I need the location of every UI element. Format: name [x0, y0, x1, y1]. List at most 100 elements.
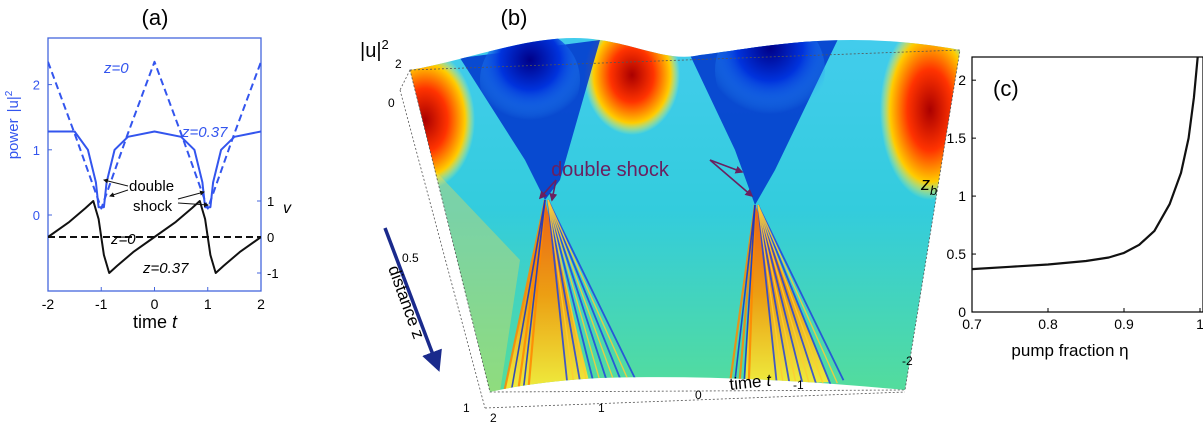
- panel-a-shock-arrow-left-2: [109, 189, 129, 198]
- oscillation-stripe: [757, 204, 813, 393]
- panel-a-xtick-label: 1: [204, 296, 212, 312]
- panel-b-tick-t-neg1: -1: [793, 378, 804, 392]
- oscillation-stripe: [547, 199, 607, 393]
- panel-a-xtick-label: -1: [95, 296, 108, 312]
- oscillation-stripe: [757, 204, 838, 384]
- panel-c-label: (c): [993, 76, 1019, 101]
- oscillation-stripe: [757, 204, 807, 393]
- panel-a-xlabel: time t: [133, 312, 178, 332]
- panel-a-y2tick-label: 0: [267, 230, 274, 245]
- oscillation-stripe: [757, 204, 786, 393]
- panel-a-annotation-z037-bottom: z=0.37: [142, 260, 189, 277]
- hot-region: [584, 37, 680, 135]
- panel-a-ylabel-v: v: [283, 200, 292, 217]
- oscillation-stripe: [547, 199, 578, 393]
- panel-b-tick-power-2: 2: [395, 57, 402, 71]
- panel-a-ytick-label: 0: [33, 208, 40, 223]
- panel-b-surface: [410, 37, 960, 393]
- warm-fan: [505, 200, 590, 390]
- panel-b-shock-arrow-3: [709, 159, 744, 174]
- panel-b-tick-t-0: 0: [695, 388, 702, 402]
- panel-c-series-line: [971, 56, 1199, 271]
- oscillation-stripe: [757, 204, 780, 393]
- panel-c-ytick-label: 0: [958, 304, 966, 320]
- oscillation-stripe: [737, 204, 757, 390]
- panel-b-box: [409, 49, 961, 393]
- panel-c-ylabel: zb: [920, 174, 937, 198]
- panel-a-ytick-label: 1: [33, 143, 40, 158]
- panel-c-ytick-label: 2: [958, 72, 966, 88]
- panel-a-frame: [47, 37, 262, 292]
- oscillation-stripe: [757, 204, 826, 389]
- oscillation-stripe: [547, 199, 614, 393]
- panel-b-tick-t-2: 2: [490, 411, 497, 424]
- panel-a-xtick-label: 2: [257, 296, 265, 312]
- oscillation-stripe: [521, 199, 546, 393]
- panel-a-series-v-z037: [48, 200, 261, 274]
- oscillation-stripe: [547, 199, 641, 390]
- panel-a-annotation-z0-bottom: z=0: [110, 231, 136, 248]
- panel-a-y2tick-label: 1: [267, 194, 274, 209]
- panel-b-zlabel: |u|2: [360, 37, 389, 62]
- panel-c-xtick-label: 1: [1196, 316, 1203, 332]
- panel-a-ylabel-power: power|u|2: [4, 90, 22, 159]
- panel-a-annotation-double: double: [129, 178, 174, 195]
- panel-b-tick-z-1: 1: [463, 401, 470, 415]
- panel-a-label: (a): [142, 5, 169, 30]
- panel-a-xtick-label: 0: [151, 296, 159, 312]
- panel-a-annotation-z037-top: z=0.37: [181, 124, 228, 141]
- panel-c-xtick-label: 0.7: [962, 316, 982, 332]
- oscillation-stripe: [547, 199, 621, 393]
- panel-b-label: (b): [501, 5, 528, 30]
- oscillation-stripe: [516, 199, 547, 393]
- oscillation-stripe: [547, 199, 586, 393]
- panel-c-xtick-label: 0.8: [1038, 316, 1058, 332]
- hot-region: [410, 50, 475, 190]
- panel-b-tick-t-1: 1: [598, 401, 605, 415]
- oscillation-stripe: [547, 199, 600, 393]
- panel-b-shock-arrow-2: [549, 179, 558, 202]
- panel-c-ytick-label: 1: [958, 188, 966, 204]
- warm-fan: [425, 160, 520, 392]
- panel-b-tick-power-0: 0: [388, 96, 395, 110]
- panel-c-xtick-label: 0.9: [1114, 316, 1134, 332]
- panel-c-series: [971, 56, 1199, 271]
- panel-b-shock-arrow-1: [538, 179, 557, 200]
- oscillation-stripe: [547, 199, 628, 393]
- panel-a-ytick-label: 2: [33, 78, 40, 93]
- oscillation-stripe: [757, 204, 845, 381]
- panel-b: (b) |u|2 2 0 0.5: [360, 5, 961, 424]
- oscillation-stripe: [757, 204, 820, 391]
- panel-b-z-arrow: [383, 227, 442, 372]
- oscillation-stripe: [547, 199, 635, 393]
- panel-a-annotation-shock: shock: [133, 198, 173, 215]
- panel-a-shock-arrow-right-1: [177, 190, 205, 200]
- oscillation-stripe: [526, 199, 547, 393]
- panel-a-y2tick-label: -1: [267, 266, 279, 281]
- oscillation-stripe: [757, 204, 800, 393]
- oscillation-stripe: [547, 199, 571, 393]
- panel-c-ytick-label: 0.5: [947, 246, 967, 262]
- panel-b-tick-z-05: 0.5: [402, 251, 419, 265]
- panel-a-xtick-label: -2: [42, 296, 55, 312]
- oscillation-stripe: [757, 204, 832, 387]
- panel-c: (c) 0.7 0.8 0.9 1 0 0.5 1 1.5 2 zb pump fraction…: [920, 56, 1203, 360]
- oscillation-stripe: [757, 204, 793, 393]
- panel-c-axes: 0.7 0.8 0.9 1 0 0.5 1 1.5 2: [947, 72, 1203, 332]
- panel-c-frame: [971, 56, 1203, 313]
- oscillation-stripe: [742, 204, 756, 390]
- panel-a-annotation-z0-top: z=0: [103, 60, 129, 77]
- panel-c-xlabel: pump fraction η: [1011, 341, 1128, 360]
- panel-b-stripes: [502, 199, 845, 393]
- panel-a-shock-arrow-right-2: [177, 202, 209, 208]
- panel-b-tick-t-neg2: -2: [902, 354, 913, 368]
- oscillation-stripe: [733, 204, 756, 389]
- panel-a-series-power-z037: [48, 130, 261, 209]
- panel-b-annotation: double shock: [551, 159, 670, 181]
- panel-b-t-axis-label: time t: [728, 371, 773, 394]
- panel-c-ytick-label: 1.5: [947, 130, 967, 146]
- panel-b-shock-arrow-4: [709, 159, 754, 198]
- oscillation-stripe: [747, 204, 757, 390]
